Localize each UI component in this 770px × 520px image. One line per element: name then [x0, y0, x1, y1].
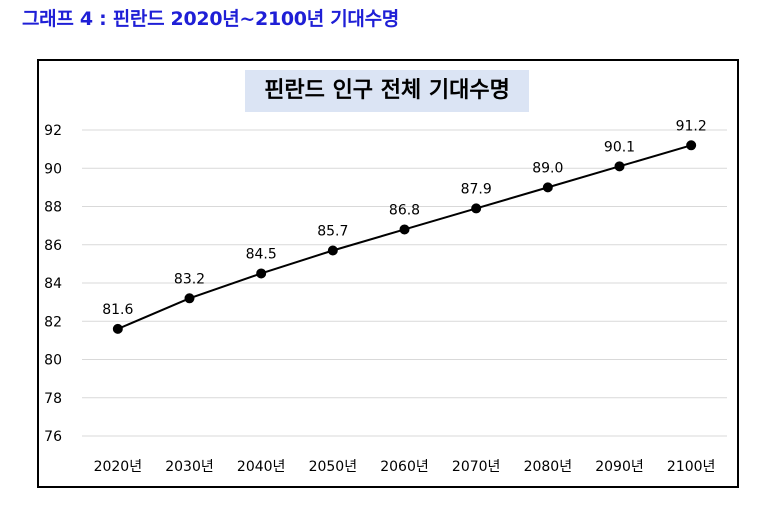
series-expectancy — [112, 140, 697, 334]
data-point — [327, 245, 338, 256]
x-tick-label: 2100년 — [667, 459, 716, 475]
x-tick-label: 2030년 — [165, 459, 214, 475]
figure-caption: 그래프 4 : 핀란드 2020년~2100년 기대수명 — [22, 8, 399, 30]
chart-title: 핀란드 인구 전체 기대수명 — [245, 70, 529, 112]
data-point — [399, 224, 410, 235]
data-point — [686, 140, 697, 151]
x-tick-label: 2080년 — [524, 459, 573, 475]
data-labels: 81.6 83.2 84.5 85.7 86.8 87.9 89.0 90.1 91.2 — [102, 118, 707, 318]
data-point — [471, 203, 482, 214]
x-tick-label: 2060년 — [380, 459, 429, 475]
gridlines — [82, 129, 727, 437]
data-point — [614, 161, 625, 172]
x-tick-label: 2020년 — [94, 459, 143, 475]
y-tick-label: 78 — [44, 391, 62, 407]
data-label: 84.5 — [246, 246, 277, 262]
data-label: 91.2 — [676, 118, 707, 134]
data-point — [256, 268, 267, 279]
data-point — [184, 293, 195, 304]
data-label: 86.8 — [389, 202, 420, 218]
data-point — [112, 323, 123, 334]
y-tick-label: 76 — [44, 429, 62, 445]
data-point — [542, 182, 553, 193]
data-label: 83.2 — [174, 271, 205, 287]
y-tick-label: 86 — [44, 238, 62, 254]
x-axis-ticks: 2020년 2030년 2040년 2050년 2060년 2070년 2080년 2090년… — [94, 459, 716, 475]
data-label: 87.9 — [461, 181, 492, 197]
x-tick-label: 2070년 — [452, 459, 501, 475]
y-tick-label: 80 — [44, 353, 62, 369]
y-tick-label: 88 — [44, 200, 62, 216]
y-axis-ticks: 76 78 80 82 84 86 88 90 92 — [44, 123, 62, 445]
data-label: 81.6 — [102, 302, 133, 318]
data-label: 85.7 — [317, 223, 348, 239]
data-label: 90.1 — [604, 139, 635, 155]
y-tick-label: 82 — [44, 314, 62, 330]
x-tick-label: 2090년 — [595, 459, 644, 475]
data-label: 89.0 — [532, 160, 563, 176]
y-tick-label: 90 — [44, 161, 62, 177]
series-line — [117, 144, 692, 330]
x-tick-label: 2040년 — [237, 459, 286, 475]
y-tick-label: 84 — [44, 276, 62, 292]
x-tick-label: 2050년 — [309, 459, 358, 475]
y-tick-label: 92 — [44, 123, 62, 139]
